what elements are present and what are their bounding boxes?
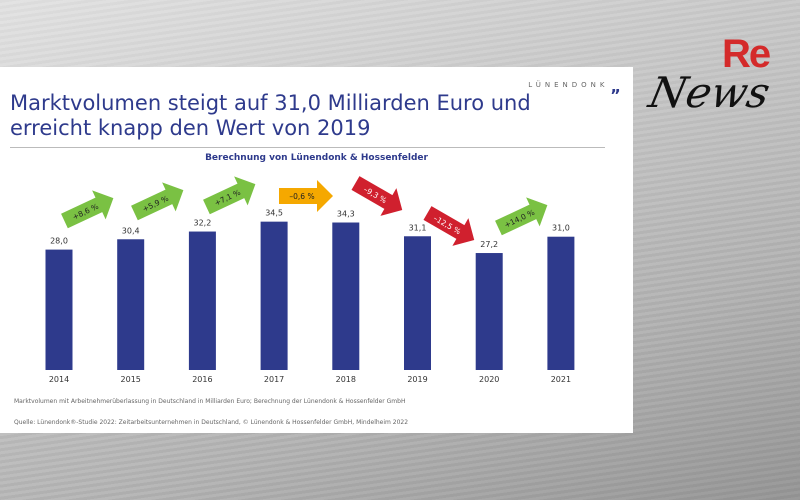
- year-label: 2019: [407, 375, 427, 384]
- arrow-icon: [351, 176, 403, 216]
- value-label: 31,1: [409, 223, 427, 232]
- change-arrow-down: –9,3 %: [351, 176, 403, 216]
- arrow-icon: [279, 180, 333, 212]
- bar: [547, 236, 575, 370]
- bar: [332, 222, 360, 370]
- value-label: 30,4: [122, 226, 140, 235]
- year-label: 2015: [121, 375, 141, 384]
- change-arrow-up: +5,9 %: [131, 182, 184, 221]
- arrow-icon: [131, 182, 184, 221]
- year-label: 2018: [336, 375, 356, 384]
- bar: [45, 249, 73, 370]
- quote-mark-icon: „: [610, 77, 621, 96]
- value-label: 34,3: [337, 210, 355, 219]
- arrow-icon: [203, 176, 256, 215]
- value-label: 28,0: [50, 237, 68, 246]
- arrow-icon: [423, 206, 475, 246]
- year-label: 2020: [479, 375, 499, 384]
- change-arrow-up: +8,6 %: [61, 190, 114, 229]
- divider: [10, 147, 605, 148]
- luenendonk-brand: LÜNENDONK „: [528, 77, 621, 96]
- value-label: 32,2: [193, 219, 211, 228]
- slide-card: LÜNENDONK „ Marktvolumen steigt auf 31,0 …: [0, 67, 633, 433]
- logo-re: Re: [722, 32, 771, 76]
- bar: [404, 236, 431, 370]
- value-label: 27,2: [480, 240, 498, 249]
- renews-logo: Re News: [640, 30, 790, 130]
- chart-title: Berechnung von Lünendonk & Hossenfelder: [205, 153, 428, 163]
- year-label: 2021: [551, 375, 571, 384]
- arrow-icon: [495, 197, 548, 236]
- year-label: 2017: [264, 375, 284, 384]
- change-arrow-up: +7,1 %: [203, 176, 256, 215]
- bar: [117, 239, 145, 370]
- brand-name: LÜNENDONK: [528, 81, 609, 89]
- year-label: 2014: [49, 375, 69, 384]
- arrow-icon: [61, 190, 114, 229]
- bar: [475, 253, 503, 370]
- change-arrow-up: +14,0 %: [495, 197, 548, 236]
- change-arrow-flat: –0,6 %: [279, 180, 333, 212]
- year-label: 2016: [192, 375, 212, 384]
- change-label: –0,6 %: [289, 192, 314, 201]
- bar: [188, 231, 216, 370]
- source-note: Quelle: Lünendonk®-Studie 2022: Zeitarbe…: [14, 419, 409, 426]
- bar: [260, 221, 288, 370]
- value-label: 31,0: [552, 224, 570, 233]
- footnote: Marktvolumen mit Arbeitnehmerüberlassung…: [14, 398, 406, 405]
- value-label: 34,5: [265, 209, 283, 218]
- slide-title: Marktvolumen steigt auf 31,0 Milliarden …: [10, 91, 531, 140]
